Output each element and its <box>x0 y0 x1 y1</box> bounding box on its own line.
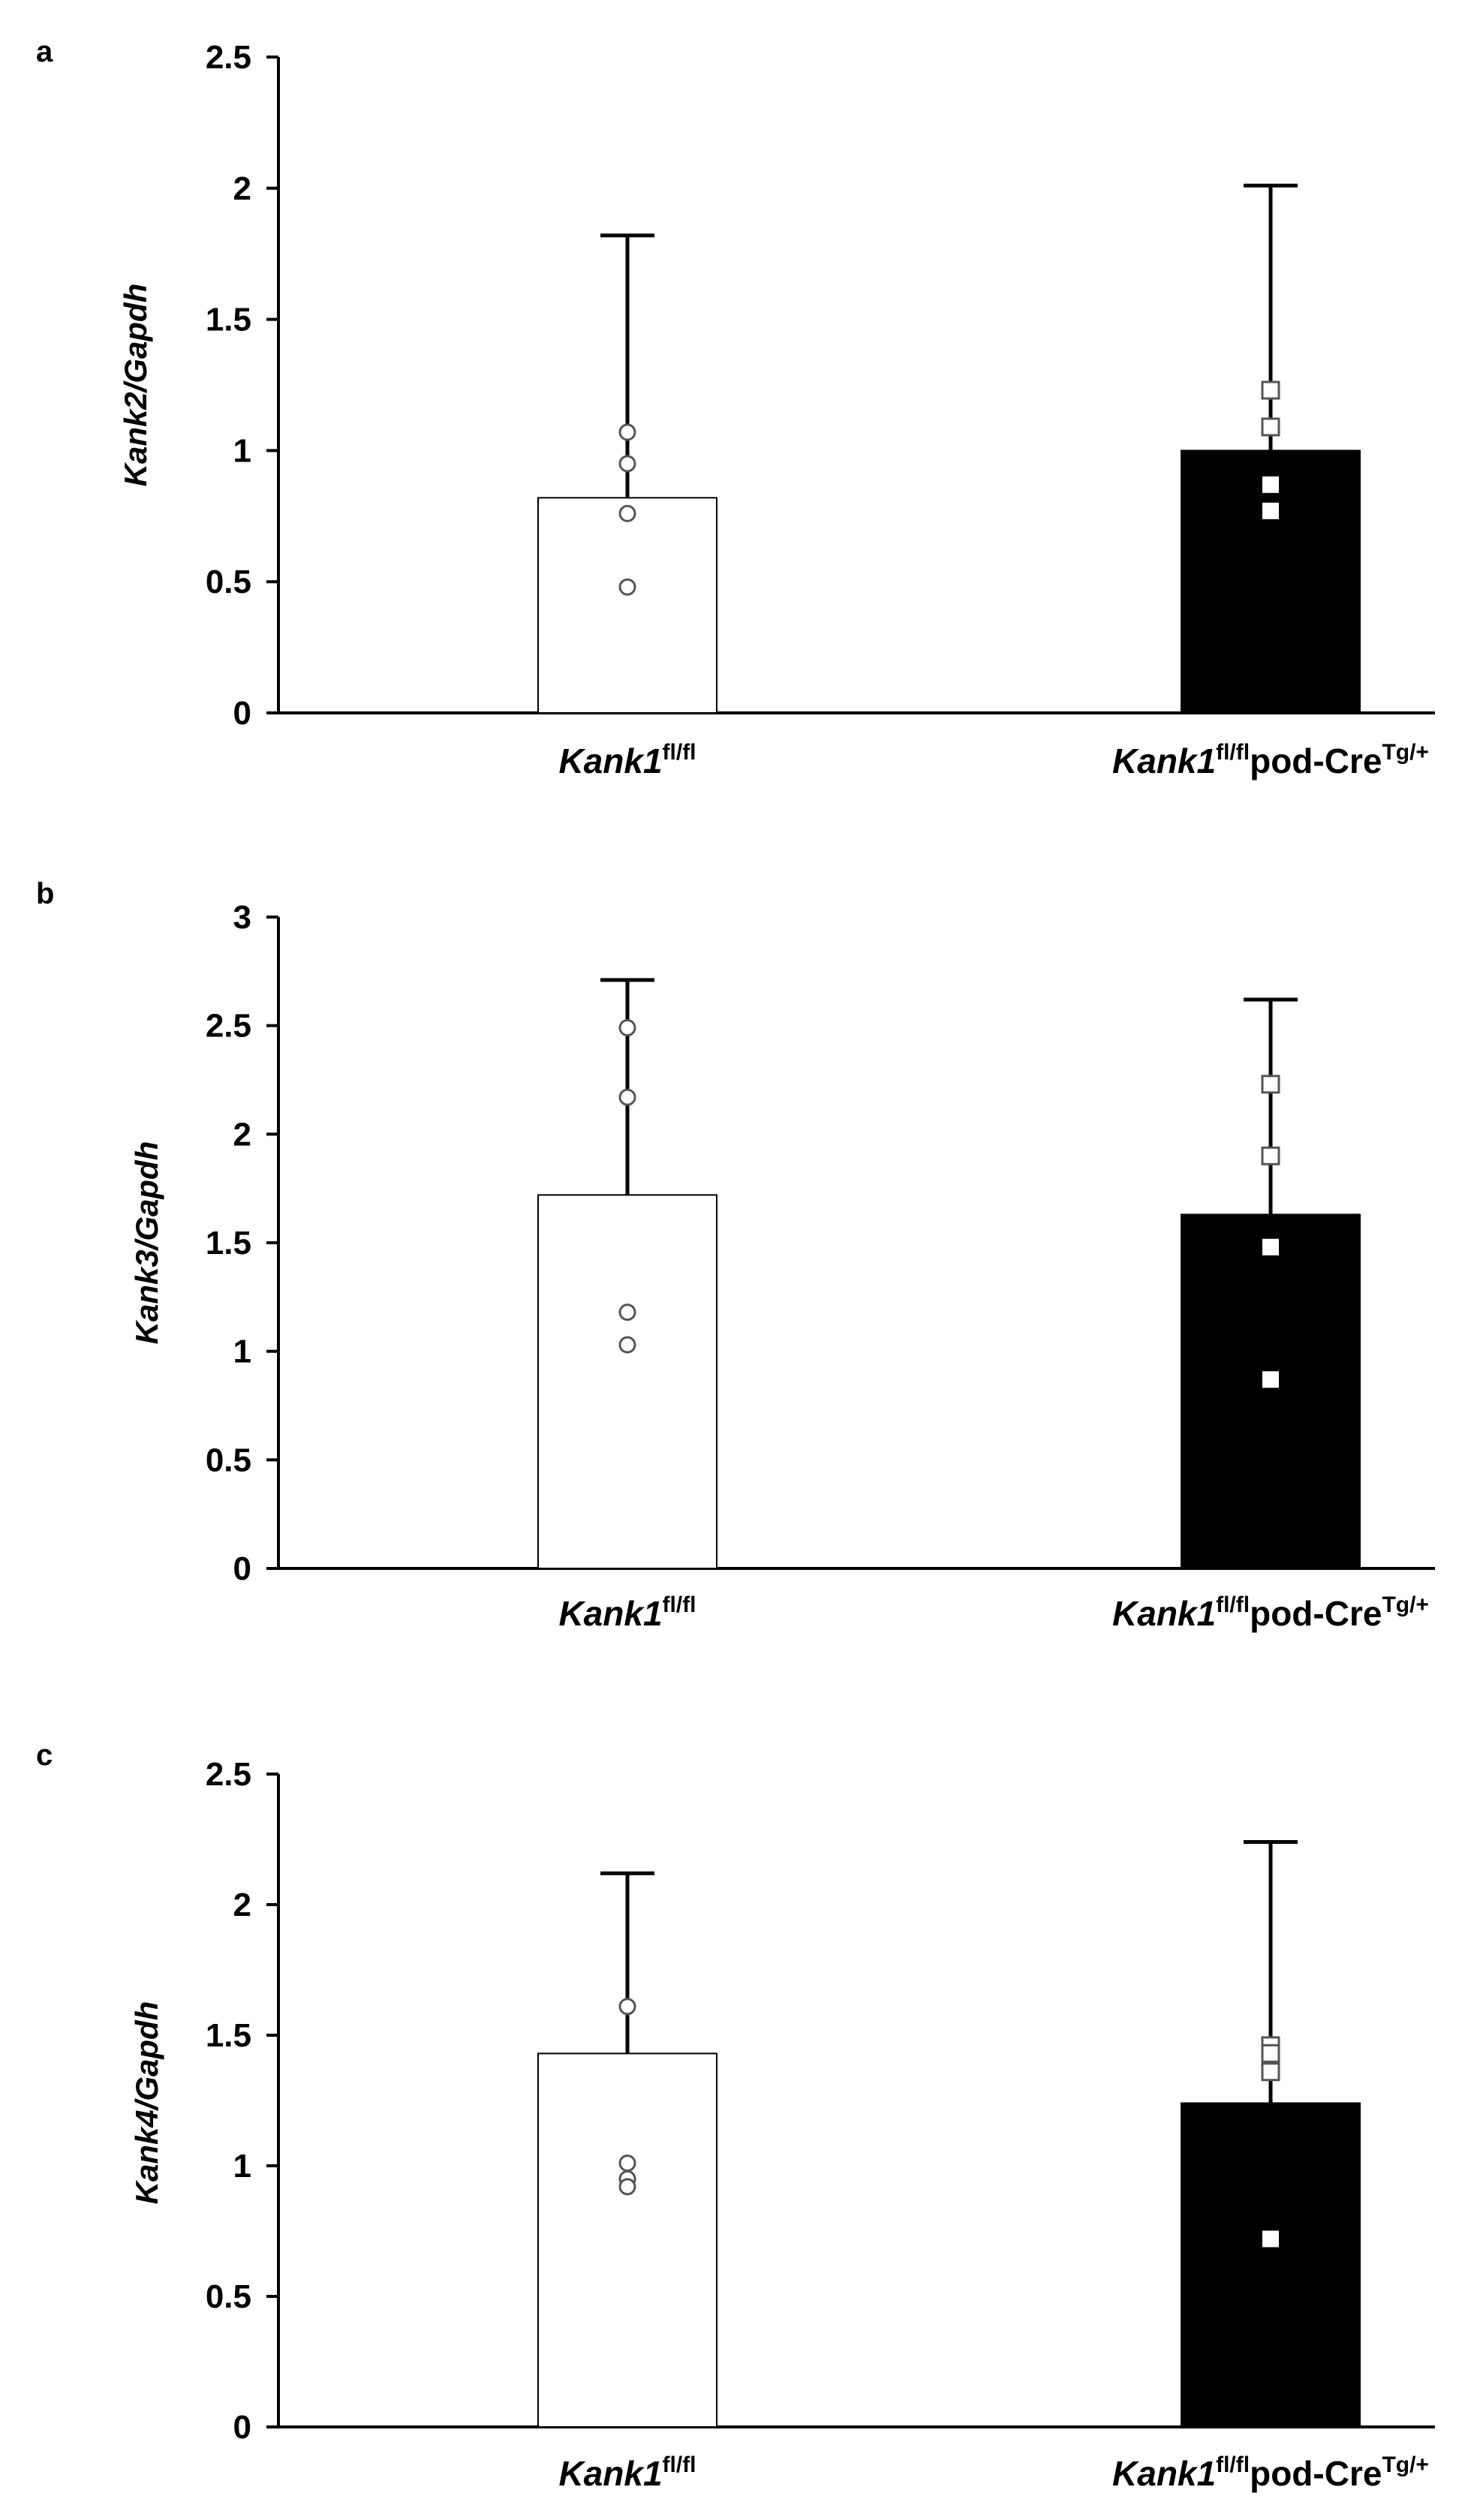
x-category-label: Kank1fl/fl <box>558 2452 696 2493</box>
data-point <box>618 504 636 522</box>
data-point <box>618 423 636 441</box>
category-suffix-superscript: Tg/+ <box>1382 740 1429 765</box>
y-tick-label: 1 <box>233 1334 251 1370</box>
y-axis-title: Kank4/Gapdh <box>129 2001 164 2205</box>
data-point <box>618 1998 636 2016</box>
y-tick-label: 0 <box>233 695 251 732</box>
bar <box>537 1194 717 1569</box>
category-gene: Kank1 <box>1112 741 1216 780</box>
bar <box>1181 1213 1361 1570</box>
data-point <box>618 2155 636 2173</box>
y-tick-label: 2.5 <box>206 39 251 76</box>
y-tick-label: 0.5 <box>206 2278 251 2315</box>
data-point <box>618 2178 636 2196</box>
y-tick-label: 3 <box>233 899 251 936</box>
y-tick-label: 1.5 <box>206 1225 251 1262</box>
data-point <box>1262 2230 1279 2248</box>
bar <box>1181 450 1361 714</box>
panel-letter: a <box>36 35 53 68</box>
data-point <box>1262 1238 1279 1255</box>
x-category-label: Kank1fl/flpod-CreTg/+ <box>1112 1592 1429 1633</box>
category-gene: Kank1 <box>558 741 662 780</box>
y-tick-label: 0 <box>233 2409 251 2446</box>
data-point <box>618 1336 636 1354</box>
category-gene-superscript: fl/fl <box>663 1592 696 1617</box>
data-point <box>1262 476 1279 493</box>
data-point <box>1261 417 1280 437</box>
x-category-label: Kank1fl/fl <box>558 1592 696 1633</box>
y-axis-title: Kank2/Gapdh <box>118 284 153 487</box>
category-gene: Kank1 <box>1112 2454 1216 2493</box>
category-suffix: pod-Cre <box>1250 2454 1382 2493</box>
x-category-label: Kank1fl/flpod-CreTg/+ <box>1112 740 1429 780</box>
x-category-label: Kank1fl/fl <box>558 740 696 780</box>
y-tick-label: 0 <box>233 1550 251 1587</box>
y-tick-label: 1.5 <box>206 302 251 338</box>
y-tick-label: 0.5 <box>206 564 251 600</box>
data-point <box>618 1019 636 1037</box>
category-gene: Kank1 <box>558 2454 662 2493</box>
y-tick-label: 0.5 <box>206 1442 251 1478</box>
y-tick-label: 1.5 <box>206 2017 251 2054</box>
bar <box>537 497 717 714</box>
y-tick-label: 2.5 <box>206 1756 251 1793</box>
data-point <box>1261 2043 1280 2063</box>
category-gene: Kank1 <box>558 1594 662 1633</box>
y-tick-label: 2.5 <box>206 1008 251 1045</box>
category-gene-superscript: fl/fl <box>1216 1592 1250 1617</box>
y-axis-title: Kank3/Gapdh <box>129 1141 164 1345</box>
data-point <box>618 1088 636 1106</box>
category-suffix-superscript: Tg/+ <box>1382 1592 1429 1617</box>
panel-letter: c <box>36 1739 53 1772</box>
category-suffix: pod-Cre <box>1250 1594 1382 1633</box>
data-point <box>618 578 636 596</box>
data-point <box>1261 1146 1280 1165</box>
category-gene-superscript: fl/fl <box>663 2452 696 2477</box>
bar <box>1181 2102 1361 2428</box>
x-category-label: Kank1fl/flpod-CreTg/+ <box>1112 2452 1429 2493</box>
category-gene: Kank1 <box>1112 1594 1216 1633</box>
category-gene-superscript: fl/fl <box>1216 2452 1250 2477</box>
data-point <box>1261 2062 1280 2082</box>
category-suffix: pod-Cre <box>1250 741 1382 780</box>
y-tick-label: 1 <box>233 2148 251 2185</box>
category-gene-superscript: fl/fl <box>663 740 696 765</box>
data-point <box>618 1304 636 1322</box>
y-tick-label: 2 <box>233 1887 251 1923</box>
data-point <box>1262 502 1279 519</box>
category-gene-superscript: fl/fl <box>1216 740 1250 765</box>
data-point <box>1261 1075 1280 1094</box>
panel-letter: b <box>36 877 54 910</box>
category-suffix-superscript: Tg/+ <box>1382 2452 1429 2477</box>
data-point <box>1261 380 1280 400</box>
y-tick-label: 2 <box>233 170 251 207</box>
data-point <box>618 455 636 473</box>
bar <box>537 2052 717 2428</box>
y-tick-label: 1 <box>233 432 251 469</box>
y-tick-label: 2 <box>233 1116 251 1153</box>
data-point <box>1262 1371 1279 1388</box>
